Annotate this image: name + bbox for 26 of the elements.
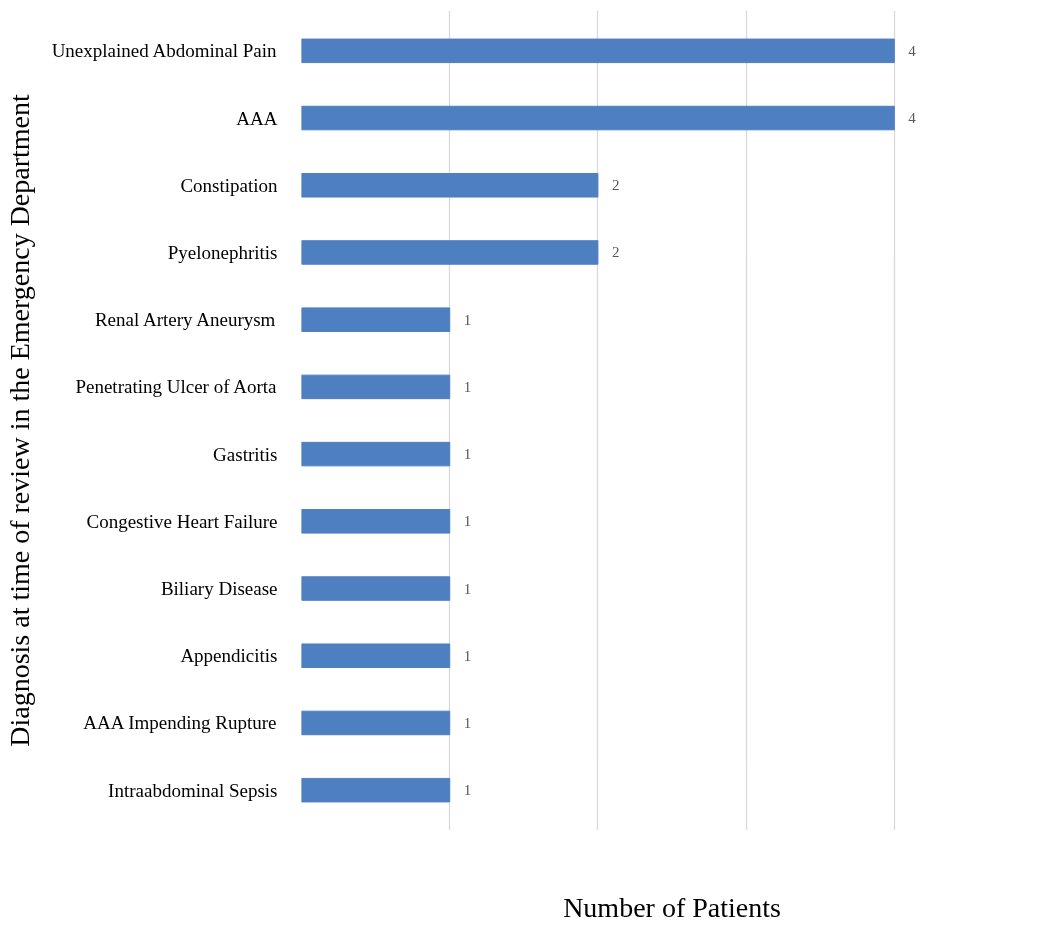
y-tick-label: Constipation bbox=[180, 174, 278, 196]
y-tick-label: Unexplained Abdominal Pain bbox=[51, 40, 277, 62]
y-tick-label: Biliary Disease bbox=[160, 578, 278, 600]
data-label: 1 bbox=[463, 311, 472, 328]
data-label: 1 bbox=[463, 446, 472, 463]
data-label: 1 bbox=[463, 513, 472, 530]
y-tick-label: AAA bbox=[236, 107, 278, 129]
data-label: 1 bbox=[463, 647, 472, 664]
y-tick-label: Renal Artery Aneurysm bbox=[94, 309, 276, 331]
y-tick-label: Gastritis bbox=[213, 443, 278, 465]
y-tick-label: AAA Impending Rupture bbox=[83, 712, 277, 734]
y-tick-label: Appendicitis bbox=[180, 645, 278, 667]
data-label: 2 bbox=[611, 244, 620, 261]
data-label: 1 bbox=[463, 378, 472, 395]
y-tick-label: Congestive Heart Failure bbox=[86, 510, 278, 532]
data-label: 1 bbox=[463, 782, 472, 799]
data-label: 1 bbox=[463, 714, 472, 731]
x-axis-title: Number of Patients bbox=[563, 891, 781, 923]
data-label: 4 bbox=[908, 110, 917, 127]
y-tick-label: Penetrating Ulcer of Aorta bbox=[75, 376, 278, 398]
y-tick-label: Pyelonephritis bbox=[167, 241, 278, 263]
data-label: 1 bbox=[463, 580, 472, 597]
y-axis-title: Diagnosis at time of review in the Emergency Department bbox=[3, 93, 35, 747]
data-label: 2 bbox=[611, 177, 620, 194]
y-tick-label: Intraabdominal Sepsis bbox=[108, 779, 278, 801]
data-label: 4 bbox=[908, 42, 917, 59]
